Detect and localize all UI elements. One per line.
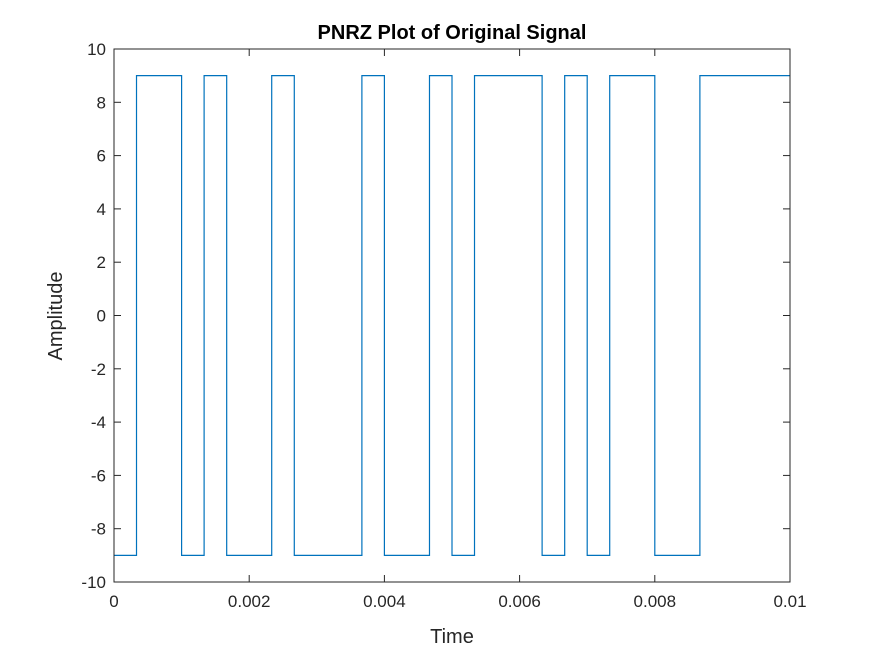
x-tick-label: 0.006 [498, 592, 541, 611]
chart-title: PNRZ Plot of Original Signal [318, 22, 587, 44]
y-tick-label: 8 [97, 93, 106, 112]
y-ticks: -10 -8 -6 -4 -2 0 2 4 6 8 10 [81, 40, 790, 592]
y-tick-label: -10 [81, 573, 106, 592]
x-tick-label: 0.004 [363, 592, 406, 611]
y-tick-label: 6 [97, 147, 106, 166]
y-tick-label: -2 [91, 360, 106, 379]
x-tick-label: 0.01 [773, 592, 806, 611]
y-tick-label: -6 [91, 466, 106, 485]
series-layer [114, 75, 790, 556]
y-tick-label: -4 [91, 413, 106, 432]
y-tick-label: -8 [91, 520, 106, 539]
y-tick-label: 10 [87, 40, 106, 59]
y-tick-label: 4 [97, 200, 106, 219]
x-ticks: 0 0.002 0.004 0.006 0.008 0.01 [109, 49, 807, 611]
x-tick-label: 0 [109, 592, 118, 611]
y-axis-label: Amplitude [45, 272, 67, 361]
x-tick-label: 0.002 [228, 592, 271, 611]
y-tick-label: 0 [97, 307, 106, 326]
x-axis-label: Time [430, 626, 474, 648]
x-tick-label: 0.008 [634, 592, 677, 611]
y-tick-label: 2 [97, 253, 106, 272]
signal-line [114, 75, 790, 556]
